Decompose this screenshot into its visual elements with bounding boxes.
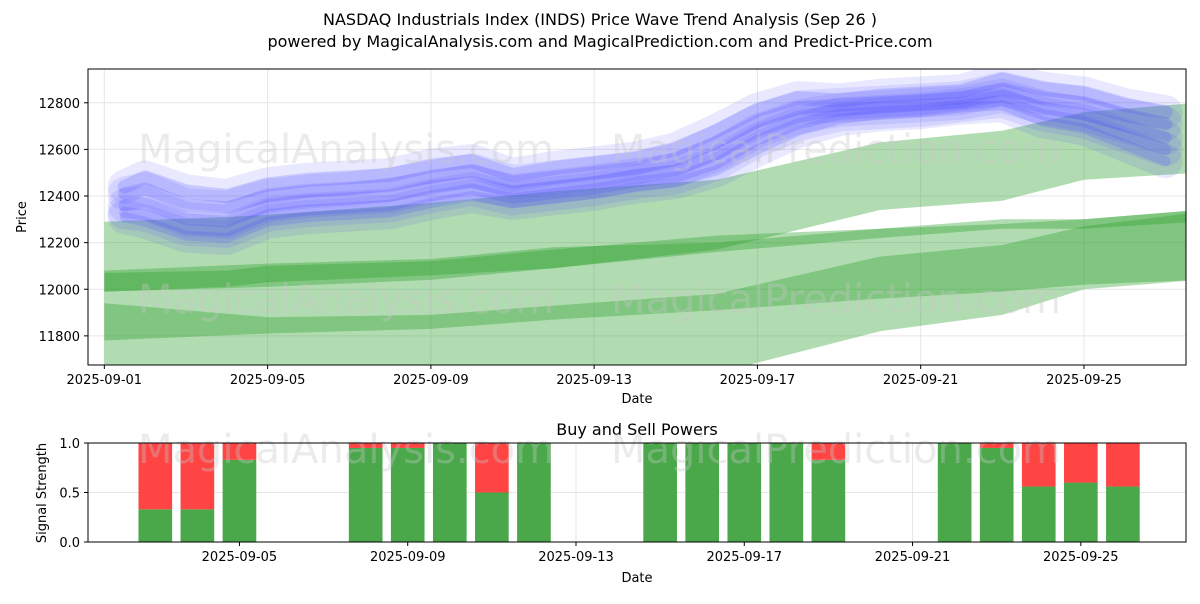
blue-wave-line [117,72,1173,203]
signal-x-tick-label: 2025-09-25 [1043,550,1119,565]
price-y-tick-label: 12000 [39,283,80,298]
buy-bar [475,492,509,542]
buy-bar [222,459,257,542]
buy-bar [348,447,383,542]
blue-wave-halo [107,69,1183,213]
price-x-tick-label: 2025-09-05 [230,373,306,388]
price-y-axis-label: Price [15,201,30,233]
buy-sell-bars [138,443,1140,542]
signal-y-tick-label: 0.0 [59,536,80,551]
sell-bar [811,443,846,460]
signal-y-axis-label: Signal Strength [35,443,50,543]
buy-bar [937,443,972,542]
price-axes-frame [87,68,1187,366]
green-band-inner-lower [104,213,1186,341]
buy-bar [769,443,804,542]
signal-x-tick-label: 2025-09-13 [538,550,614,565]
price-x-tick-label: 2025-09-13 [556,373,632,388]
watermark-analysis-top: MagicalAnalysis.com [138,127,554,173]
sell-bar [348,443,383,448]
price-x-tick-label: 2025-09-25 [1046,373,1122,388]
buy-bar [1021,486,1056,542]
price-y-tick-label: 12400 [39,190,80,205]
green-trend-bands [104,103,1186,365]
buy-bar [138,509,173,542]
price-y-tick-label: 12800 [39,97,80,112]
buy-bar [180,509,215,542]
buy-sell-title: Buy and Sell Powers [556,420,718,439]
blue-wave-halo [107,88,1183,255]
blue-wave-halo [107,83,1183,248]
buy-bar [727,443,762,542]
green-band-outer-lower [104,210,1186,365]
price-grid [88,69,1186,365]
buy-bar [643,443,677,542]
signal-watermarks: MagicalAnalysis.com MagicalPrediction.co… [138,427,1061,473]
sell-bar [390,443,425,448]
watermark-prediction-top: MagicalPrediction.com [611,127,1061,173]
price-y-tick-label: 12600 [39,143,80,158]
watermark-prediction-bottom: MagicalPrediction.com [611,427,1061,473]
blue-wave-line [118,82,1173,215]
price-x-tick-label: 2025-09-01 [67,373,143,388]
sell-bar [180,443,215,510]
signal-axis-ticks: 2025-09-05 2025-09-09 2025-09-13 2025-09-17… [59,437,1118,565]
sell-bar [222,443,257,460]
buy-bar [1106,486,1140,542]
price-y-tick-label: 11800 [39,330,80,345]
buy-bar [432,443,467,542]
price-x-tick-label: 2025-09-17 [720,373,796,388]
sell-bar [1064,443,1098,483]
watermark-analysis-bottom: MagicalAnalysis.com [138,427,554,473]
buy-bar [390,447,425,542]
sell-bar [979,443,1014,448]
sell-bar [475,443,509,493]
signal-y-tick-label: 0.5 [59,487,80,502]
price-axis-ticks: 2025-09-01 2025-09-05 2025-09-09 2025-09-13… [39,97,1122,388]
watermark-analysis-mid: MagicalAnalysis.com [138,277,554,323]
signal-x-tick-label: 2025-09-17 [706,550,782,565]
main-subtitle: powered by MagicalAnalysis.com and Magic… [267,32,932,51]
price-x-axis-label: Date [621,392,652,407]
buy-bar [1064,482,1098,542]
buy-sell-chart: Buy and Sell Powers MagicalAnalysis.com … [35,420,1187,586]
signal-x-tick-label: 2025-09-21 [875,550,951,565]
signal-x-axis-label: Date [621,571,652,586]
signal-x-tick-label: 2025-09-09 [370,550,446,565]
price-watermarks: MagicalAnalysis.com MagicalPrediction.co… [138,127,1061,323]
sell-bar [138,443,173,510]
blue-price-waves [107,69,1183,255]
blue-wave-line [118,89,1172,228]
blue-wave-halo [107,78,1183,239]
sell-bar [1021,443,1056,487]
price-y-tick-label: 12200 [39,237,80,252]
green-band-inner-upper [104,210,1186,292]
price-wave-chart: MagicalAnalysis.com MagicalPrediction.co… [15,68,1187,407]
sell-bar [1106,443,1140,487]
green-band-outer-upper [104,103,1186,292]
blue-wave-line [119,95,1172,237]
price-x-tick-label: 2025-09-21 [883,373,959,388]
main-title: NASDAQ Industrials Index (INDS) Price Wa… [323,10,877,29]
price-x-tick-label: 2025-09-09 [393,373,469,388]
buy-bar [979,447,1014,542]
signal-x-tick-label: 2025-09-05 [202,550,278,565]
buy-bar [811,459,846,542]
blue-wave-line [119,100,1171,243]
buy-bar [685,443,720,542]
blue-wave-halo [107,71,1183,225]
watermark-prediction-mid: MagicalPrediction.com [611,277,1061,323]
buy-bar [517,443,551,542]
signal-y-tick-label: 1.0 [59,437,80,452]
